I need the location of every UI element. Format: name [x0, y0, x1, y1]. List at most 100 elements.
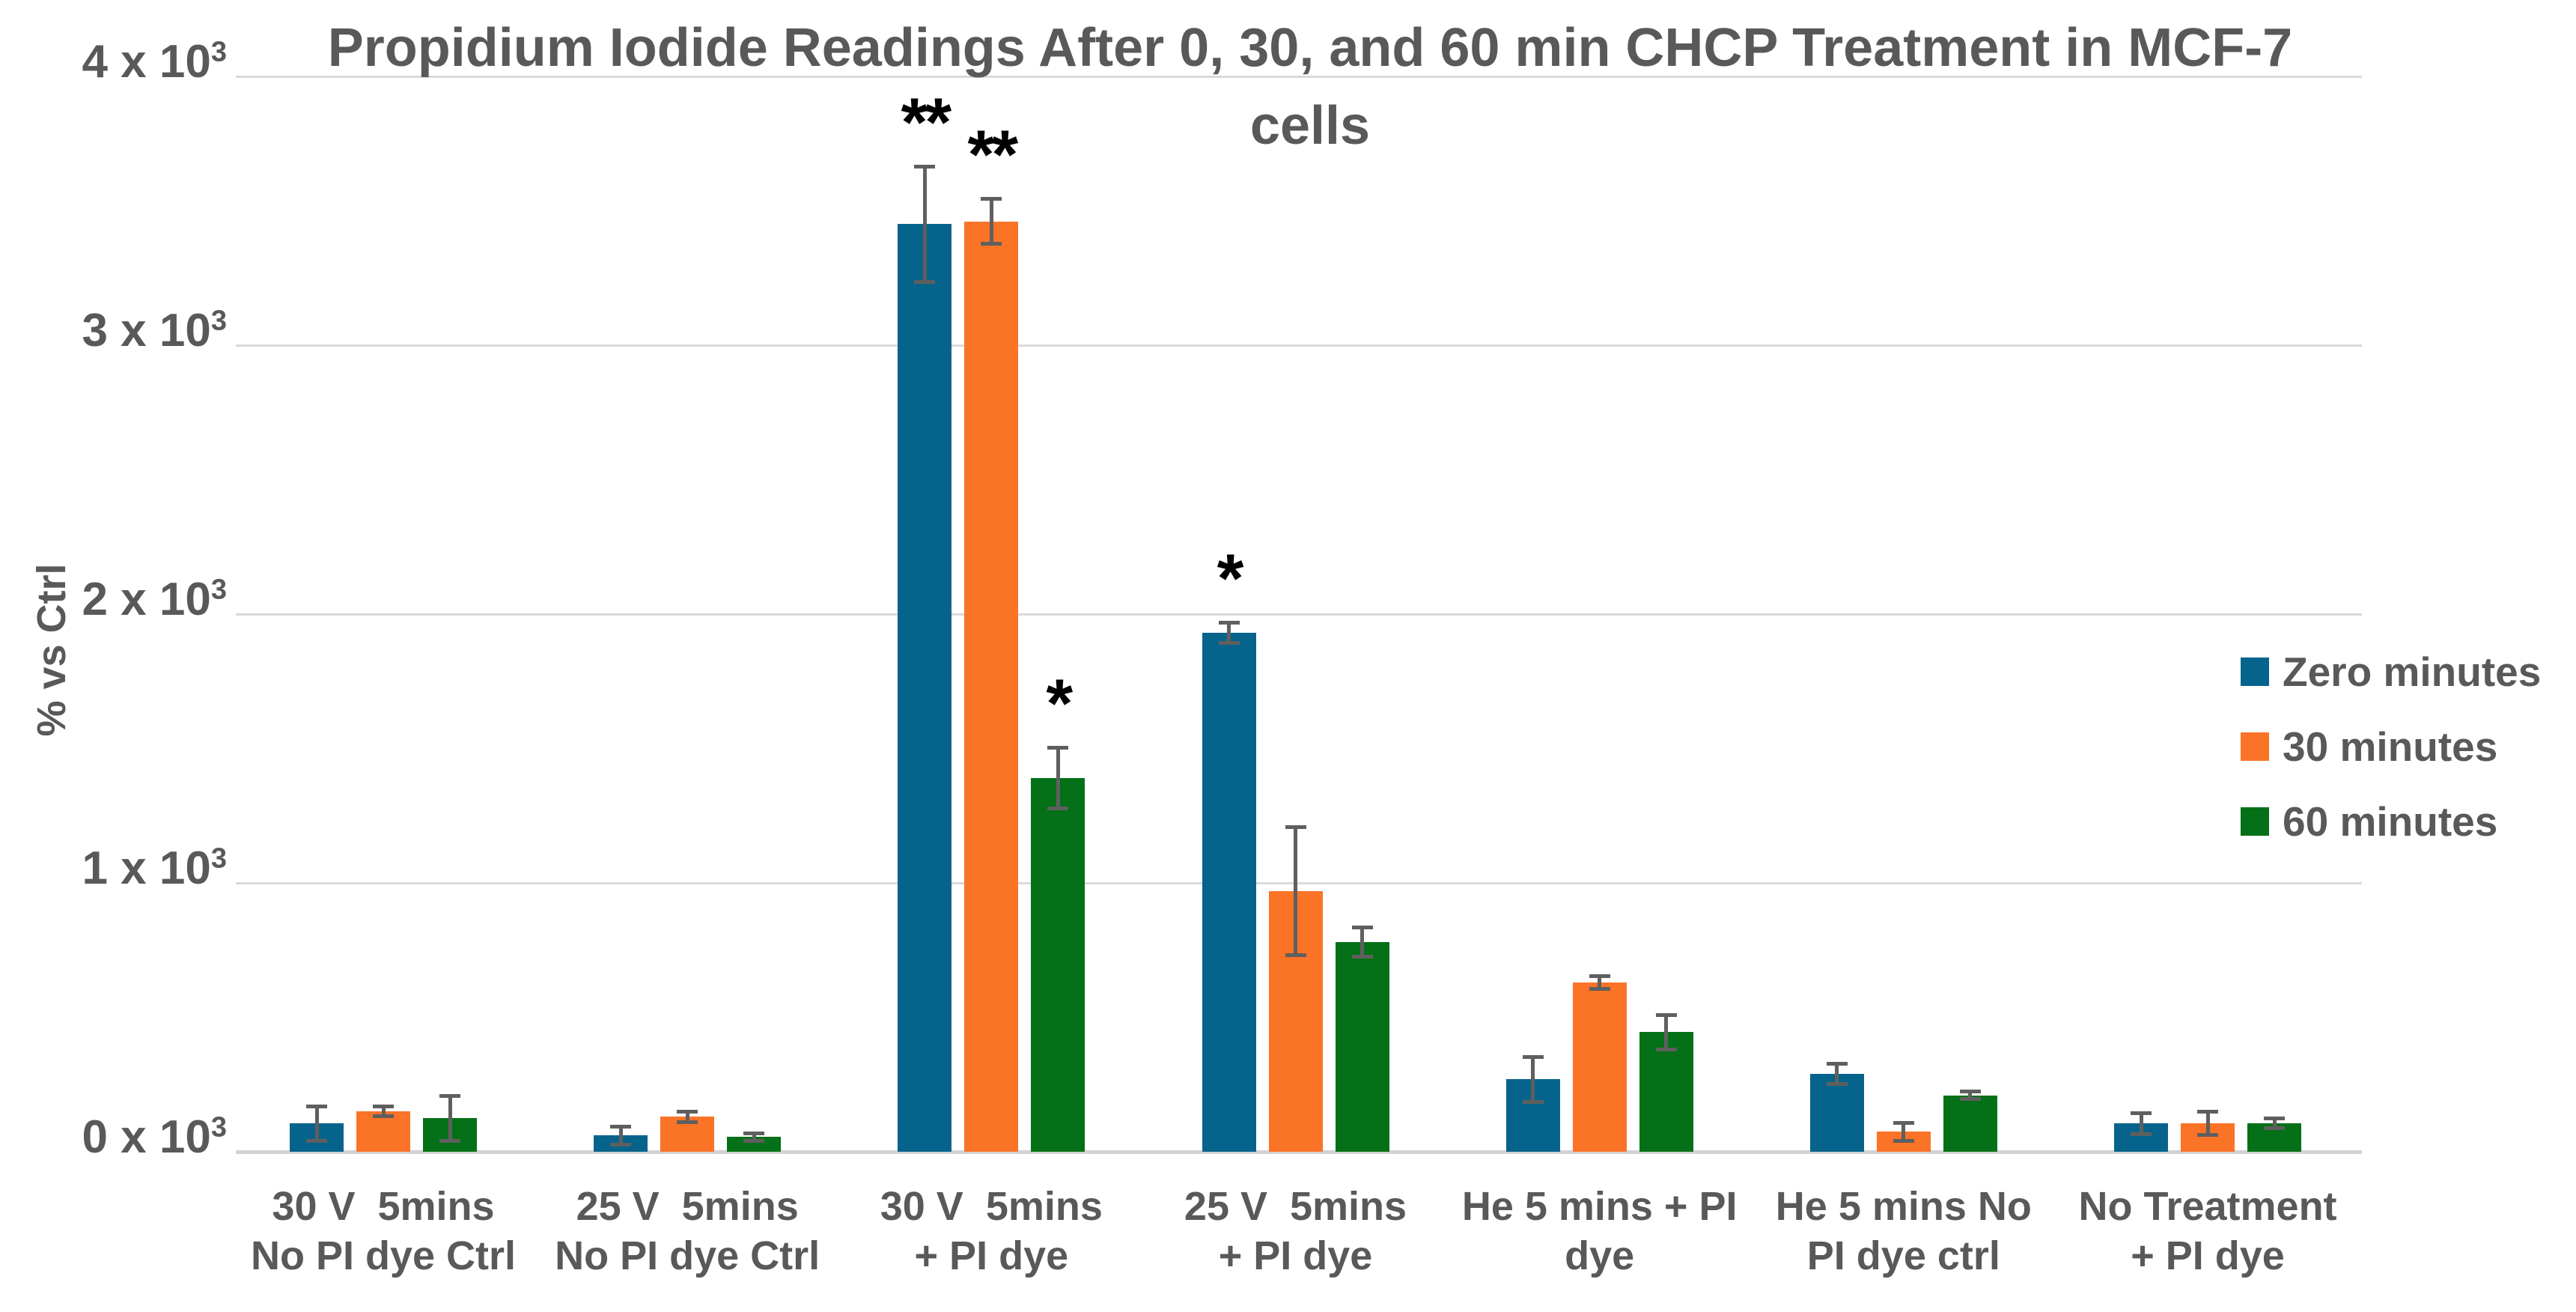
chart-title: Propidium Iodide Readings After 0, 30, a… — [45, 9, 2575, 165]
x-category-label-line-2: No PI dye Ctrl — [555, 1233, 820, 1278]
y-tick-base: 4 x 10 — [82, 36, 211, 88]
error-bar-cap-bottom — [1959, 1096, 1981, 1101]
x-category-label-line-2: PI dye ctrl — [1806, 1233, 2000, 1278]
y-tick-exponent: 3 — [210, 36, 227, 68]
error-bar-cap-top — [677, 1110, 698, 1114]
gridline-1000 — [236, 882, 2362, 884]
error-bar-cap-top — [743, 1131, 765, 1135]
x-category-label-line-1: 30 V 5mins — [880, 1184, 1103, 1229]
bar-zero-minutes-group-6 — [1809, 1073, 1864, 1152]
x-category-label-line-2: No PI dye Ctrl — [250, 1233, 517, 1278]
error-bar-cap-bottom — [1893, 1138, 1914, 1143]
error-bar-cap-top — [1218, 620, 1240, 625]
y-tick-base: 2 x 10 — [82, 574, 211, 625]
x-category-label: 30 V 5mins No PI dye Ctrl — [219, 1182, 548, 1281]
bar-60-minutes-group-3 — [1031, 777, 1085, 1152]
x-category-label: He 5 mins + PI dye — [1435, 1182, 1764, 1281]
bar-30-minutes-group-5 — [1572, 982, 1627, 1152]
gridline-2000 — [236, 613, 2362, 616]
error-bar — [989, 198, 993, 245]
significance-marker: ** — [967, 117, 1019, 194]
error-bar — [448, 1095, 452, 1141]
y-tick-base: 0 x 10 — [82, 1111, 211, 1163]
legend-swatch — [2241, 732, 2269, 761]
error-bar-cap-top — [1522, 1054, 1544, 1059]
x-category-label: 30 V 5mins + PI dye — [826, 1182, 1156, 1281]
error-bar-cap-top — [1589, 974, 1610, 978]
legend-label: 30 minutes — [2283, 723, 2498, 770]
legend-swatch — [2241, 657, 2269, 686]
error-bar-cap-bottom — [914, 279, 936, 284]
x-axis-line — [236, 1150, 2362, 1154]
legend-item-zero-minutes: Zero minutes — [2241, 652, 2541, 693]
legend-label: 60 minutes — [2283, 798, 2498, 845]
legend: Zero minutes 30 minutes 60 minutes — [2241, 652, 2541, 881]
error-bar-cap-bottom — [677, 1120, 698, 1124]
y-axis-title: % vs Ctrl — [29, 563, 74, 737]
significance-marker: * — [1217, 540, 1244, 617]
bar-zero-minutes-group-3 — [898, 224, 952, 1152]
significance-marker: * — [1046, 665, 1073, 742]
error-bar — [1901, 1122, 1906, 1141]
error-bar — [2205, 1111, 2210, 1136]
error-bar — [1664, 1014, 1669, 1050]
significance-marker: ** — [901, 85, 952, 162]
error-bar-cap-top — [1285, 824, 1306, 829]
error-bar — [2139, 1112, 2143, 1135]
error-bar-cap-bottom — [1285, 953, 1306, 957]
legend-swatch — [2241, 807, 2269, 836]
error-bar-cap-top — [610, 1124, 632, 1129]
y-tick-exponent: 3 — [210, 574, 227, 606]
legend-item-60-minutes: 60 minutes — [2241, 798, 2541, 845]
y-tick-exponent: 3 — [210, 842, 227, 875]
error-bar — [381, 1105, 386, 1117]
y-tick-label: 2 x 103 — [0, 574, 227, 625]
y-tick-base: 3 x 10 — [82, 305, 211, 356]
chart-title-line-2: cells — [1249, 96, 1371, 156]
error-bar — [1294, 826, 1297, 956]
error-bar — [1360, 927, 1364, 957]
gridline-4000 — [236, 76, 2362, 78]
bar-60-minutes-group-5 — [1639, 1032, 1693, 1152]
error-bar — [1227, 622, 1231, 644]
error-bar-cap-bottom — [743, 1138, 765, 1143]
error-bar-cap-bottom — [439, 1138, 460, 1143]
x-category-label-line-2: + PI dye — [1218, 1233, 1373, 1278]
bar-zero-minutes-group-4 — [1202, 633, 1256, 1152]
y-tick-label: 3 x 103 — [0, 305, 227, 356]
error-bar-cap-top — [1351, 926, 1373, 930]
y-tick-exponent: 3 — [210, 305, 227, 337]
y-tick-label: 4 x 103 — [0, 36, 227, 88]
error-bar-cap-bottom — [2197, 1133, 2219, 1138]
y-tick-exponent: 3 — [210, 1111, 227, 1144]
bar-60-minutes-group-2 — [727, 1137, 782, 1152]
x-category-label: He 5 mins No PI dye ctrl — [1739, 1182, 2068, 1281]
bar-60-minutes-group-6 — [1943, 1095, 1997, 1152]
x-category-label-line-1: He 5 mins No — [1775, 1184, 2032, 1229]
error-bar-cap-bottom — [1218, 641, 1240, 646]
error-bar — [1835, 1063, 1839, 1085]
error-bar — [1531, 1056, 1535, 1102]
x-category-label-line-1: He 5 mins + PI — [1461, 1184, 1738, 1229]
error-bar-cap-top — [439, 1093, 460, 1098]
error-bar-cap-bottom — [1047, 807, 1069, 811]
x-category-label-line-2: + PI dye — [2131, 1233, 2285, 1278]
error-bar-cap-bottom — [306, 1138, 327, 1143]
error-bar — [685, 1111, 689, 1123]
x-category-label: 25 V 5mins + PI dye — [1131, 1182, 1461, 1281]
bar-30-minutes-group-3 — [964, 221, 1019, 1152]
y-tick-label: 0 x 103 — [0, 1111, 227, 1163]
error-bar-cap-bottom — [373, 1114, 394, 1119]
x-category-label: 25 V 5mins No PI dye Ctrl — [523, 1182, 852, 1281]
error-bar-cap-top — [2264, 1117, 2286, 1121]
x-category-label-line-2: + PI dye — [914, 1233, 1069, 1278]
error-bar — [1056, 747, 1060, 810]
error-bar — [752, 1132, 756, 1141]
x-category-label-line-1: 25 V 5mins — [1184, 1184, 1407, 1229]
error-bar-cap-top — [981, 197, 1002, 201]
error-bar-cap-bottom — [610, 1143, 632, 1147]
x-category-label: No Treatment + PI dye — [2043, 1182, 2372, 1281]
y-tick-base: 1 x 10 — [82, 842, 211, 894]
error-bar-cap-bottom — [1351, 954, 1373, 959]
